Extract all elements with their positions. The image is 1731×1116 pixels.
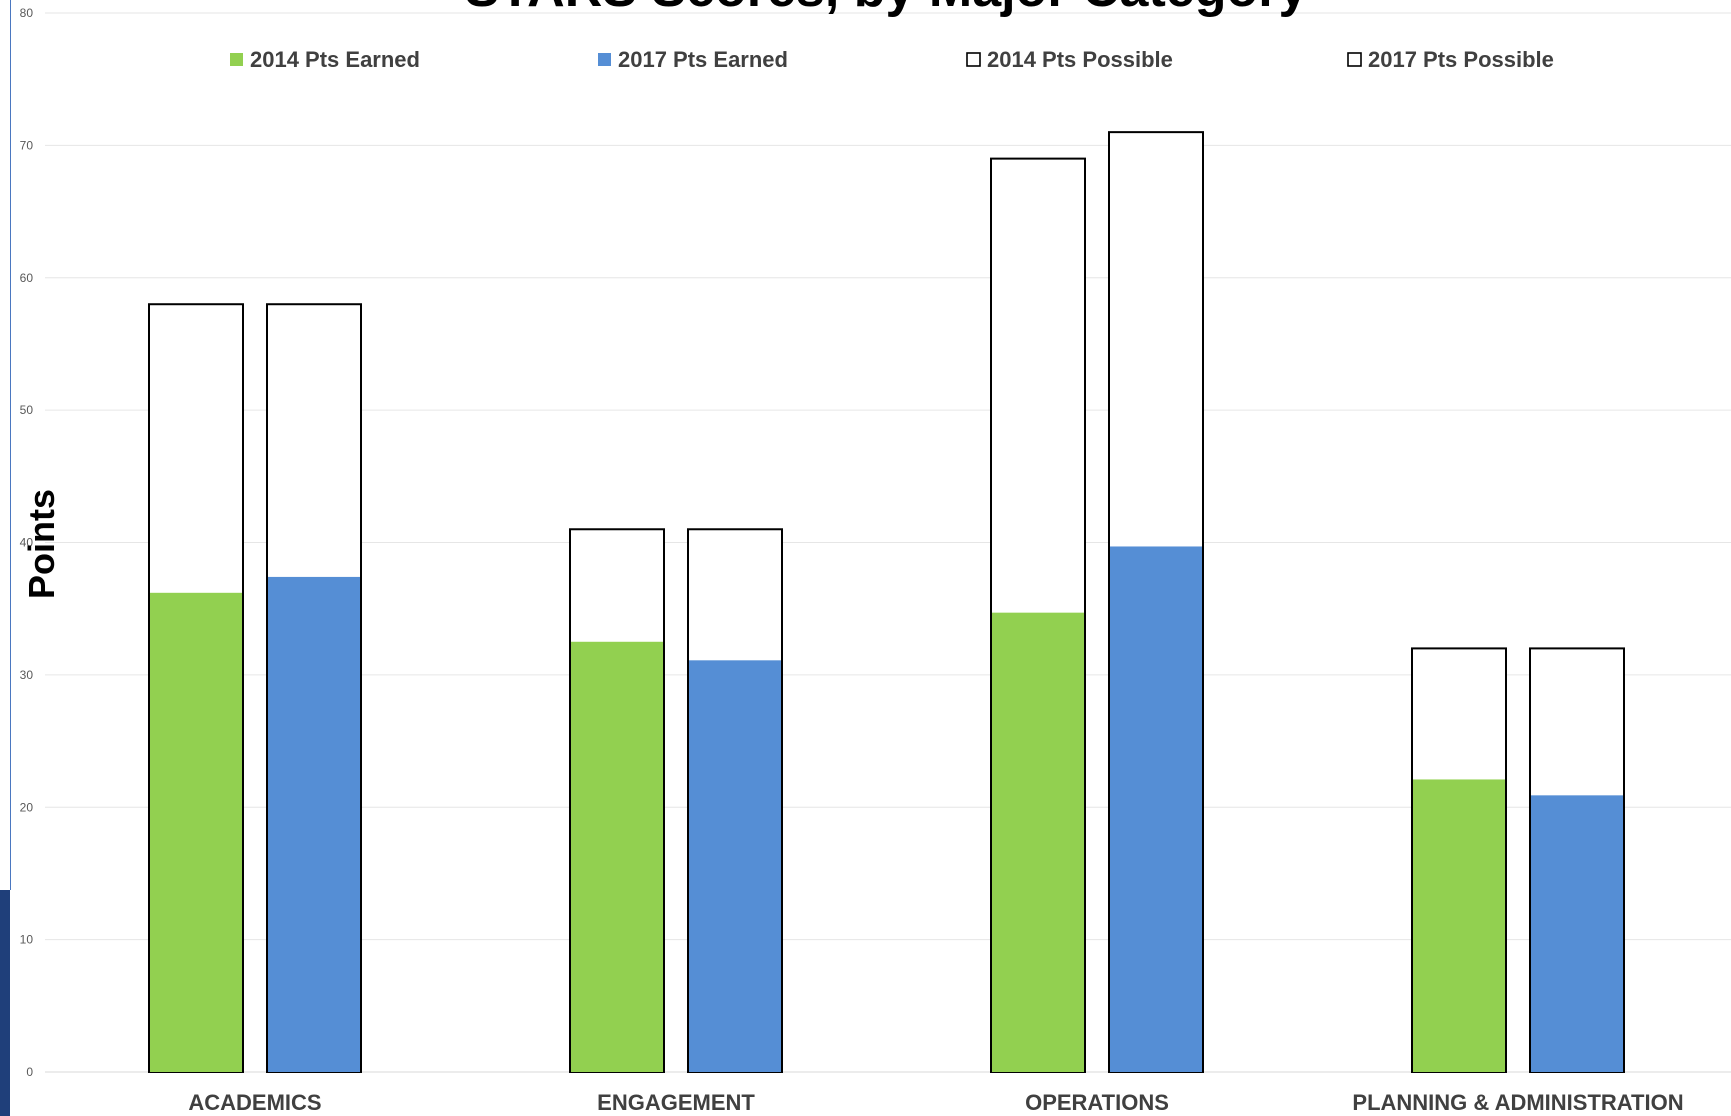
y-tick-label: 30 [20, 668, 34, 682]
y-tick-label: 60 [20, 271, 34, 285]
legend-item: 2014 Pts Earned [230, 47, 420, 72]
x-tick-label: PLANNING & ADMINISTRATION [1352, 1090, 1683, 1115]
slide-accent-bar [0, 890, 10, 1116]
legend-item: 2017 Pts Earned [598, 47, 788, 72]
legend: 2014 Pts Earned 2017 Pts Earned 2014 Pts P… [230, 47, 1554, 72]
y-axis-label: Points [21, 489, 62, 599]
legend-swatch [1347, 52, 1362, 67]
y-tick-label: 0 [26, 1065, 33, 1079]
x-axis-ticks: ACADEMICS ENGAGEMENT OPERATIONS PLANNING & … [188, 1090, 1683, 1115]
legend-swatch [966, 52, 981, 67]
slide-left-rule [10, 0, 11, 890]
y-tick-label: 40 [20, 536, 34, 550]
bar-2017-earned [1110, 546, 1202, 1072]
y-axis-ticks: 0 10 20 30 40 50 60 70 80 [20, 6, 34, 1079]
bar-2014-earned [150, 592, 242, 1072]
legend-swatch [598, 53, 611, 66]
legend-label: 2014 Pts Earned [250, 47, 420, 72]
y-tick-label: 20 [20, 800, 34, 814]
bar-2014-earned [1413, 779, 1505, 1072]
x-tick-label: ACADEMICS [188, 1090, 321, 1115]
chart-title: STARS Scores, by Major Category [465, 0, 1308, 18]
bar-2017-earned [268, 576, 360, 1072]
bar-2017-earned [1531, 795, 1623, 1072]
y-tick-label: 10 [20, 933, 34, 947]
x-tick-label: ENGAGEMENT [597, 1090, 755, 1115]
y-tick-label: 70 [20, 138, 34, 152]
x-tick-label: OPERATIONS [1025, 1090, 1169, 1115]
bars [148, 131, 1625, 1074]
y-tick-label: 50 [20, 403, 34, 417]
legend-swatch [230, 53, 243, 66]
legend-item: 2017 Pts Possible [1347, 47, 1554, 72]
legend-label: 2017 Pts Earned [618, 47, 788, 72]
bar-2014-earned [571, 641, 663, 1072]
legend-item: 2014 Pts Possible [966, 47, 1173, 72]
y-tick-label: 80 [20, 6, 34, 20]
legend-label: 2017 Pts Possible [1368, 47, 1554, 72]
legend-label: 2014 Pts Possible [987, 47, 1173, 72]
bar-2014-earned [992, 612, 1084, 1072]
bar-2017-earned [689, 660, 781, 1072]
